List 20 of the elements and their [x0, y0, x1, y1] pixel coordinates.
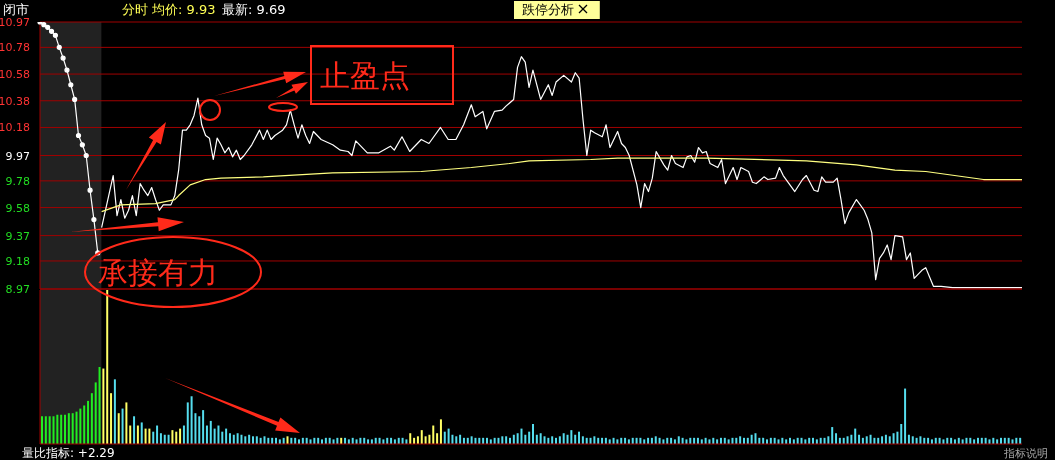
y-tick-label: 10.97 — [0, 16, 30, 29]
y-tick-label: 9.18 — [5, 254, 30, 268]
annotation: 承接有力 — [98, 255, 218, 290]
text: 量比指标: +2.29 — [22, 446, 115, 460]
y-tick-label: 9.97 — [5, 149, 30, 163]
annotation: 止盈点 — [320, 58, 410, 93]
y-tick-label: 10.78 — [0, 41, 30, 55]
text: 指标说明 — [1003, 447, 1048, 460]
y-tick-label: 8.97 — [5, 283, 30, 296]
y-tick-label: 10.58 — [0, 68, 30, 82]
y-tick-label: 10.18 — [0, 121, 30, 135]
text: 跌停分析 — [522, 2, 574, 17]
chart-title: 闭市 — [3, 2, 29, 17]
y-tick-label: 9.37 — [5, 229, 30, 243]
text: 均价: 9.93 — [151, 2, 216, 17]
text: 最新: 9.69 — [222, 2, 286, 17]
y-tick-label: 9.58 — [5, 201, 30, 215]
y-tick-label: 10.38 — [0, 94, 30, 108]
y-tick-label: 9.78 — [5, 174, 30, 188]
text: 分时 — [122, 2, 148, 17]
